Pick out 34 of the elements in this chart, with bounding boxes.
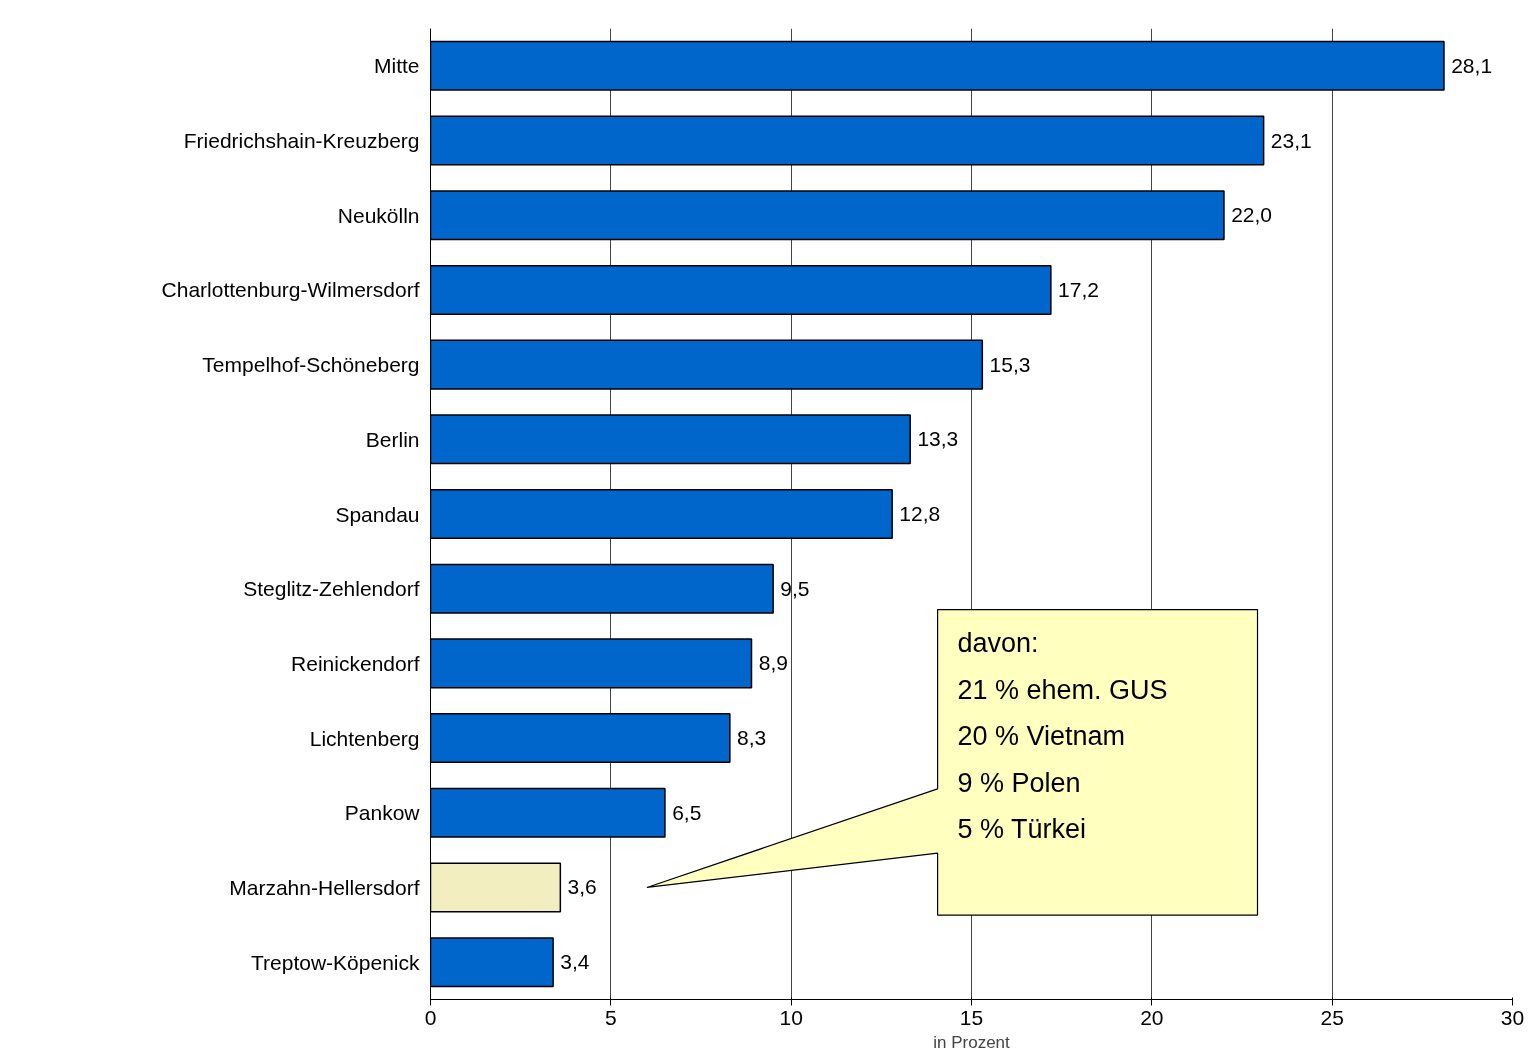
y-tick-label: Charlottenburg-Wilmersdorf [161,278,420,302]
data-label: 3,4 [560,950,590,974]
x-tick-label: 0 [424,1005,437,1029]
data-label: 3,6 [567,875,597,899]
data-label: 12,8 [899,502,941,525]
y-tick-label: Steglitz-Zehlendorf [243,577,420,601]
data-label: 13,3 [917,427,959,451]
y-tick-label: Spandau [335,502,420,526]
data-label: 8,9 [758,651,788,675]
data-label: 6,5 [672,800,702,824]
x-tick-label: 5 [604,1005,617,1029]
x-tick-label: 15 [959,1005,984,1029]
y-tick-label: Reinickendorf [291,651,420,675]
y-tick-label: Marzahn-Hellersdorf [229,875,420,899]
data-label: 22,0 [1231,203,1273,227]
x-tick-label: 30 [1500,1005,1525,1029]
data-label: 23,1 [1270,128,1312,152]
x-tick-label: 10 [779,1005,803,1029]
x-tick-label: 20 [1140,1005,1164,1029]
x-axis-title: in Prozent [933,1032,1011,1052]
y-tick-label: Pankow [344,801,421,825]
y-tick-label: Treptow-Köpenick [251,950,420,974]
y-tick-label: Friedrichshain-Kreuzberg [183,129,420,153]
data-label: 28,1 [1451,53,1493,77]
data-label: 17,2 [1058,277,1099,301]
y-tick-label: Berlin [365,427,420,451]
data-label: 15,3 [989,352,1031,376]
x-tick-label: 25 [1320,1005,1344,1029]
y-tick-label: Tempelhof-Schöneberg [202,353,420,377]
annotation: davon: 21 % ehem. GUS 20 % Vietnam 9 % Polen 5 % Türkei [957,628,1168,845]
y-tick-label: Lichtenberg [309,726,420,750]
y-tick-label: Mitte [373,54,420,78]
data-label: 8,3 [737,726,767,750]
y-tick-label: Neukölln [337,203,420,227]
